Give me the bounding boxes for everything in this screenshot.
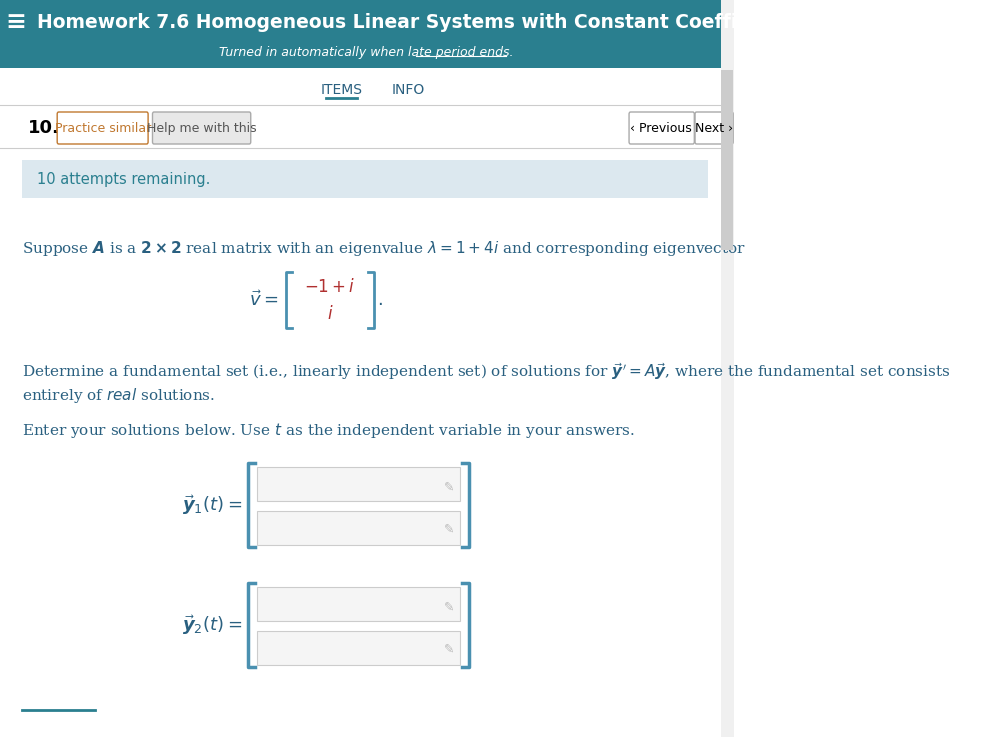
Text: Turned in automatically when late period ends.: Turned in automatically when late period… [219, 46, 514, 58]
Text: Next ›: Next › [695, 122, 733, 134]
FancyBboxPatch shape [629, 112, 695, 144]
Text: ✎: ✎ [443, 481, 453, 494]
Text: Practice similar: Practice similar [54, 122, 151, 134]
Text: $\vec{\boldsymbol{y}}_2(t) = $: $\vec{\boldsymbol{y}}_2(t) = $ [182, 613, 242, 637]
Bar [721, 0, 734, 737]
Bar [722, 70, 733, 250]
Bar [22, 160, 708, 198]
Text: Homework 7.6 Homogeneous Linear Systems with Constant Coefficients and Complex E: Homework 7.6 Homogeneous Linear Systems … [37, 13, 1001, 32]
FancyBboxPatch shape [152, 112, 250, 144]
Text: ITEMS: ITEMS [320, 83, 362, 97]
Text: ✎: ✎ [443, 601, 453, 613]
Text: $i$: $i$ [326, 305, 333, 323]
Text: Help me with this: Help me with this [147, 122, 256, 134]
Text: ‹ Previous: ‹ Previous [631, 122, 692, 134]
Text: ✎: ✎ [443, 643, 453, 655]
Text: ✎: ✎ [443, 523, 453, 536]
Text: Enter your solutions below. Use $t$ as the independent variable in your answers.: Enter your solutions below. Use $t$ as t… [22, 421, 635, 439]
Bar [0, 0, 734, 68]
Text: entirely of $\mathit{real}$ solutions.: entirely of $\mathit{real}$ solutions. [22, 385, 215, 405]
FancyBboxPatch shape [57, 112, 148, 144]
Text: Suppose $\boldsymbol{A}$ is a $\mathbf{2 \times 2}$ real matrix with an eigenval: Suppose $\boldsymbol{A}$ is a $\mathbf{2… [22, 239, 746, 257]
Text: .: . [377, 291, 383, 309]
Text: 10.: 10. [28, 119, 60, 137]
Text: $\vec{v} = $: $\vec{v} = $ [249, 290, 278, 310]
Bar [256, 587, 460, 621]
Text: $-1 + i$: $-1 + i$ [304, 278, 355, 296]
Bar [256, 631, 460, 665]
Bar [256, 511, 460, 545]
Text: 10 attempts remaining.: 10 attempts remaining. [37, 172, 210, 186]
Bar [256, 467, 460, 501]
Text: ≡: ≡ [6, 10, 27, 34]
Text: $\vec{\boldsymbol{y}}_1(t) = $: $\vec{\boldsymbol{y}}_1(t) = $ [182, 493, 242, 517]
Text: INFO: INFO [391, 83, 425, 97]
FancyBboxPatch shape [695, 112, 733, 144]
Text: Determine a fundamental set (i.e., linearly independent set) of solutions for $\: Determine a fundamental set (i.e., linea… [22, 362, 951, 383]
